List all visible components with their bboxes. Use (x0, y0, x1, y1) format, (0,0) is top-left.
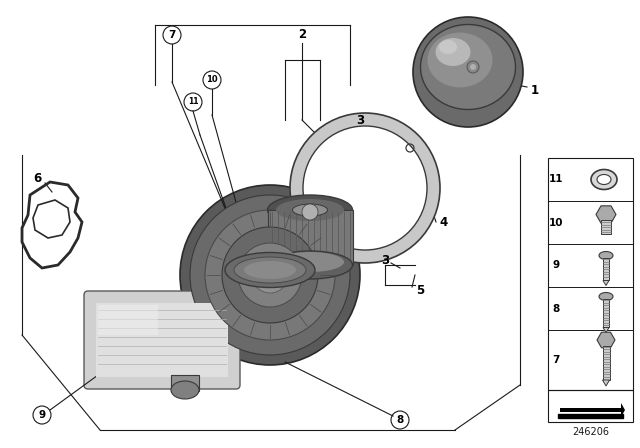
Text: 3: 3 (356, 113, 364, 126)
Circle shape (238, 243, 302, 307)
FancyBboxPatch shape (84, 291, 240, 389)
Circle shape (290, 113, 440, 263)
Circle shape (413, 17, 523, 127)
Polygon shape (603, 280, 609, 285)
Text: 4: 4 (440, 215, 448, 228)
Text: 2: 2 (298, 29, 306, 42)
Bar (603, 258, 609, 280)
Bar (601, 220, 611, 234)
Ellipse shape (268, 251, 353, 279)
Bar (558, 414, 623, 418)
Ellipse shape (435, 38, 470, 66)
Ellipse shape (599, 293, 613, 301)
Ellipse shape (225, 253, 315, 288)
Bar (96, 303, 228, 377)
Polygon shape (603, 327, 609, 332)
Text: 5: 5 (416, 284, 424, 297)
Bar (602, 346, 609, 380)
Text: 10: 10 (548, 217, 563, 228)
Bar (548, 390, 633, 422)
Circle shape (302, 204, 318, 220)
Text: 9: 9 (38, 410, 45, 420)
Ellipse shape (591, 169, 617, 190)
Ellipse shape (171, 381, 199, 399)
Text: 6: 6 (33, 172, 41, 185)
Circle shape (180, 185, 360, 365)
Text: 1: 1 (531, 83, 539, 96)
Ellipse shape (597, 175, 611, 185)
Bar (268, 210, 353, 265)
Bar (171, 375, 199, 391)
Text: 7: 7 (552, 355, 560, 365)
Text: 8: 8 (396, 415, 404, 425)
Polygon shape (602, 380, 609, 386)
Ellipse shape (276, 252, 344, 272)
Ellipse shape (439, 40, 457, 54)
Text: 246206: 246206 (572, 427, 609, 437)
Ellipse shape (234, 257, 306, 283)
Ellipse shape (268, 195, 353, 225)
Text: 11: 11 (188, 98, 198, 107)
Bar (548, 158, 633, 390)
Text: 11: 11 (548, 175, 563, 185)
Text: 3: 3 (381, 254, 389, 267)
Bar (98, 305, 158, 335)
Text: 10: 10 (206, 76, 218, 85)
Ellipse shape (244, 261, 296, 279)
Circle shape (222, 227, 318, 323)
Circle shape (252, 257, 288, 293)
Text: 7: 7 (168, 30, 176, 40)
Ellipse shape (420, 25, 515, 109)
Circle shape (470, 64, 476, 70)
Circle shape (190, 195, 350, 355)
Polygon shape (560, 403, 625, 417)
Ellipse shape (276, 199, 344, 221)
Ellipse shape (428, 33, 493, 87)
Ellipse shape (599, 251, 613, 259)
Text: 9: 9 (552, 260, 559, 271)
Circle shape (303, 126, 427, 250)
Bar (603, 300, 609, 327)
Text: 8: 8 (552, 303, 559, 314)
Ellipse shape (292, 204, 328, 216)
Circle shape (205, 210, 335, 340)
Circle shape (467, 61, 479, 73)
